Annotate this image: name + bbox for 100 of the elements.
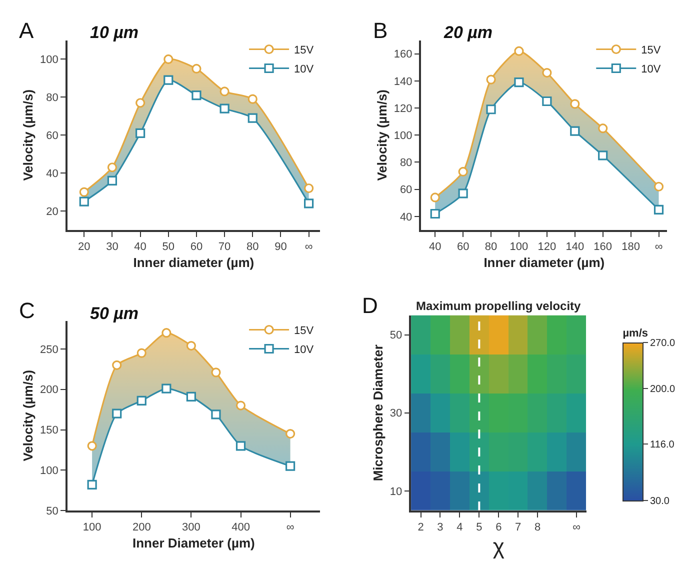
legend-label: 10V [294,64,314,76]
y-tick-label: 140 [394,76,412,88]
point [654,182,664,192]
y-tick-label: 80 [400,157,412,170]
y-axis-title: Velocity (µm/s) [20,89,36,181]
point [164,54,174,64]
legend-label: 15V [294,325,314,338]
point [304,183,314,194]
color-bar-label: 270.0 [650,338,676,349]
point [211,368,221,378]
x-tick-label: 20 [78,240,90,253]
x-axis-title: Inner diameter (µm) [133,255,254,270]
x-tick-label: 400 [232,521,250,534]
y-tick-label: 100 [40,464,58,477]
point [458,166,468,177]
point [186,340,196,351]
chart-title: Maximum propelling velocity [416,299,582,313]
y-tick-label: 20 [46,206,58,218]
point [136,128,146,138]
y-tick-label: 100 [394,130,412,142]
x-tick-label: 80 [484,240,498,253]
x-tick-label: ∞ [654,240,663,253]
x-tick-label: 100 [82,521,102,534]
y-tick-label: 120 [394,102,412,115]
x-tick-label: 5 [476,521,482,534]
point [220,86,230,96]
x-tick-label: ∞ [572,521,581,534]
legend-label: 15V [294,44,314,57]
text: C [19,298,35,323]
x-tick-label: 100 [510,240,528,253]
point [112,408,122,418]
y-tick-label: 40 [46,168,58,180]
y-axis-title: Microsphere Diameter [370,344,386,482]
point [598,124,608,134]
y-tick-label: 50 [390,330,402,342]
text: D [362,293,378,318]
color-bar-title: µm/s [622,327,648,340]
legend-label: 15V [641,44,662,57]
y-tick-label: 150 [40,424,58,437]
y-axis-title: Velocity (µm/s) [20,370,36,462]
point [570,99,580,109]
x-tick-label: 120 [538,240,556,253]
point [542,96,552,106]
point [654,204,664,214]
point [286,428,296,439]
point [136,98,146,108]
x-axis-title: Inner Diameter (µm) [132,536,255,551]
point [192,90,202,100]
text: A [19,18,34,43]
x-tick-label: 8 [534,521,541,534]
point [87,480,97,490]
point [107,176,118,186]
x-tick-label: 2 [418,521,424,534]
point [514,46,524,56]
x-tick-label: 90 [274,240,287,253]
point [136,348,146,358]
x-tick-label: 140 [566,240,584,253]
y-tick-label: 60 [46,130,58,142]
point [598,150,608,160]
x-tick-label: ∞ [286,521,294,534]
x-tick-label: 60 [190,240,203,253]
x-axis-title: Inner diameter (µm) [484,255,605,270]
x-axis-title: χ [492,534,505,559]
point [136,396,146,406]
x-tick-label: 80 [246,240,259,253]
point [79,187,89,197]
color-bar-label: 30.0 [650,496,670,507]
point [107,162,118,172]
annotation: 10 µm [90,23,139,42]
point [236,400,246,410]
x-tick-label: 6 [496,521,502,534]
legend-label: 10V [294,344,314,356]
color-bar-label: 200.0 [650,384,676,396]
y-tick-label: 30 [390,408,402,420]
point [286,461,296,471]
point [458,188,468,198]
point [211,410,221,420]
point [486,74,496,84]
x-tick-label: 30 [106,240,118,253]
color-bar-label: 116.0 [650,439,675,450]
x-tick-label: 300 [182,521,200,534]
x-tick-label: 7 [515,521,522,534]
point [542,68,552,78]
point [220,104,230,114]
point [87,441,97,451]
y-tick-label: 80 [46,92,58,104]
x-tick-label: 4 [456,521,463,534]
x-tick-label: 40 [134,240,146,253]
y-tick-label: 160 [394,48,412,61]
point [236,441,246,451]
legend-label: 10V [641,64,662,76]
y-tick-label: 250 [40,344,58,356]
point [162,384,172,394]
x-tick-label: 60 [456,240,470,253]
point [162,328,172,338]
x-tick-label: 70 [218,240,231,253]
point [430,208,440,219]
point [248,113,258,123]
text: B [373,18,388,43]
x-tick-label: 200 [132,521,151,534]
